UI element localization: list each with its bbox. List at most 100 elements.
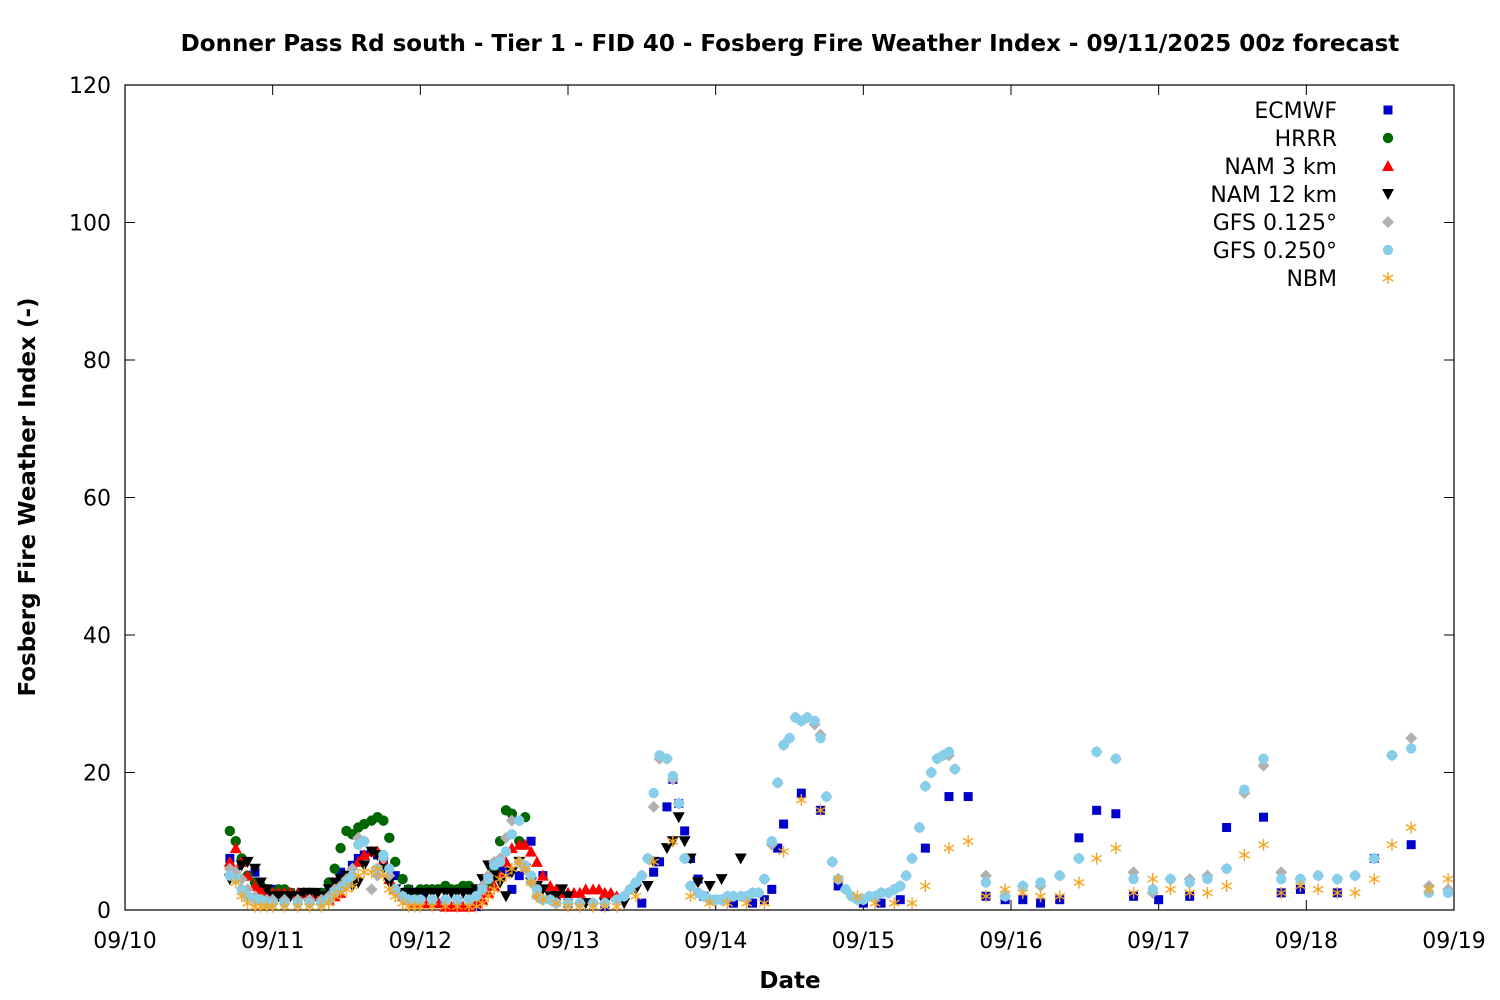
legend-marker-nbm (1382, 272, 1394, 284)
point-nam-12-km (241, 856, 254, 868)
point-hrrr (384, 832, 395, 844)
point-ecmwf (944, 792, 954, 802)
x-tick-label: 09/18 (1275, 929, 1338, 954)
point-gfs-0-250 (415, 894, 426, 905)
plot-frame (124, 84, 1455, 911)
point-nbm (323, 897, 335, 910)
legend-label-nam-12-km: NAM 12 km (1210, 183, 1337, 208)
point-gfs-0-250 (949, 763, 961, 775)
point-nam-12-km (352, 877, 365, 889)
point-ecmwf (495, 864, 505, 874)
point-nbm (741, 897, 753, 910)
point-nbm (506, 862, 518, 875)
point-gfs-0-250 (1091, 746, 1102, 758)
point-nbm (1349, 886, 1361, 899)
point-ecmwf (748, 898, 758, 908)
point-gfs-0-250 (1405, 743, 1417, 754)
y-axis-title: Fosberg Fire Weather Index (-) (15, 297, 41, 696)
point-hrrr (397, 873, 408, 885)
point-gfs-0-250 (531, 884, 543, 895)
point-gfs-0-250 (784, 732, 795, 744)
point-nam-12-km (254, 877, 267, 889)
point-nbm (1312, 883, 1324, 896)
x-axis-title: Date (759, 968, 820, 994)
point-ecmwf (1036, 898, 1046, 908)
point-hrrr (378, 815, 389, 826)
point-gfs-0-250 (1332, 873, 1343, 885)
y-tick-label: 100 (69, 212, 111, 237)
point-ecmwf (963, 792, 973, 802)
point-gfs-0-250 (618, 891, 630, 902)
point-nam-12-km (235, 860, 248, 872)
point-nbm (999, 883, 1011, 896)
point-gfs-0-250 (728, 891, 739, 902)
point-nbm (1147, 873, 1159, 886)
point-nbm (1164, 883, 1177, 896)
point-nbm (1073, 876, 1085, 889)
point-gfs-0-250 (500, 846, 512, 857)
point-nbm (685, 890, 697, 903)
point-ecmwf (1074, 833, 1084, 843)
point-gfs-0-250 (1147, 884, 1158, 895)
point-ecmwf (1092, 805, 1102, 815)
point-nbm (587, 900, 599, 913)
point-nbm (599, 900, 611, 913)
point-nam-12-km (691, 877, 704, 889)
point-nbm (1221, 879, 1233, 892)
point-gfs-0-250 (900, 870, 912, 881)
point-nbm (377, 869, 389, 882)
point-nbm (704, 897, 716, 910)
point-nam-3-km (223, 855, 236, 867)
point-gfs-0-250 (483, 873, 494, 885)
point-nbm (426, 900, 438, 913)
point-hrrr (329, 863, 340, 874)
point-nam-12-km (556, 884, 569, 896)
point-nbm (315, 900, 327, 913)
axis-ticks: 09/10 09/11 09/12 09/13 09/14 09/15 09/16 09/17… (69, 74, 1486, 954)
point-nbm (1331, 886, 1343, 899)
point-nbm (414, 900, 426, 913)
point-nbm (1238, 849, 1250, 861)
point-gfs-0-250 (514, 815, 525, 826)
point-nbm (721, 897, 734, 910)
point-gfs-0-250 (636, 870, 648, 881)
point-nbm (371, 862, 384, 875)
point-gfs-0-250 (1258, 753, 1269, 764)
point-gfs-0-250 (1221, 863, 1232, 874)
legend-marker-gfs-0-250 (1382, 244, 1394, 256)
point-nbm (383, 883, 395, 896)
point-gfs-0-250 (384, 863, 395, 874)
point-nam-12-km (562, 891, 574, 903)
point-gfs-0-250 (1349, 870, 1361, 881)
point-nbm (980, 890, 992, 903)
point-nbm (346, 879, 358, 892)
point-nam-12-km (463, 887, 476, 899)
point-gfs-0-250 (875, 887, 887, 899)
point-gfs-0-250 (895, 880, 906, 892)
point-nbm (525, 876, 537, 889)
point-nam-12-km (641, 880, 654, 892)
point-nbm (1386, 838, 1398, 851)
point-nbm (1017, 886, 1029, 899)
point-gfs-0-125 (505, 814, 518, 827)
point-nbm (851, 890, 863, 903)
point-nbm (869, 897, 881, 910)
legend-label-gfs-0-250: GFS 0.250° (1213, 239, 1337, 264)
point-nbm (236, 890, 248, 903)
point-nbm (292, 900, 304, 913)
point-gfs-0-250 (685, 880, 696, 892)
point-nbm (519, 862, 531, 875)
point-gfs-0-250 (347, 870, 358, 881)
point-ecmwf (507, 884, 517, 894)
point-nbm (943, 842, 955, 855)
point-nam-3-km (544, 879, 557, 891)
x-tick-label: 09/11 (241, 929, 304, 954)
chart-title: Donner Pass Rd south - Tier 1 - FID 40 -… (181, 31, 1400, 57)
point-nbm (667, 835, 679, 848)
point-nam-3-km (229, 842, 242, 854)
point-gfs-0-250 (477, 884, 488, 895)
legend-label-ecmwf: ECMWF (1254, 99, 1337, 124)
point-nbm (1201, 886, 1213, 899)
point-gfs-0-250 (906, 853, 918, 864)
point-nbm (962, 835, 974, 848)
